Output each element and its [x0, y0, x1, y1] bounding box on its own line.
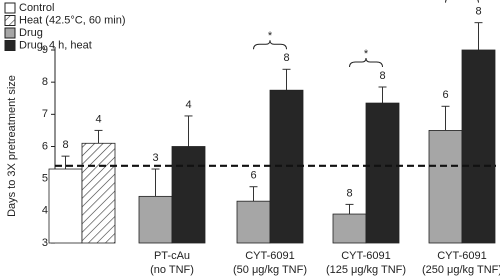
significance-brace — [253, 40, 287, 50]
n-label: 8 — [62, 139, 68, 151]
bar — [48, 168, 83, 244]
n-label: 8 — [379, 70, 385, 82]
bar — [171, 146, 206, 244]
y-tick-label: 6 — [42, 140, 48, 152]
bar — [138, 195, 173, 244]
significance-brace — [349, 57, 383, 68]
y-tick-label: 7 — [42, 108, 48, 120]
bar — [81, 142, 116, 244]
legend-swatch — [4, 2, 16, 14]
bar — [236, 200, 271, 244]
significance-label: * — [364, 48, 369, 60]
significance-brace — [445, 0, 479, 3]
x-tick-label: PT-cAu — [154, 250, 190, 262]
y-tick-label: 4 — [42, 205, 48, 217]
legend-swatch — [4, 27, 16, 39]
y-tick-label: 8 — [42, 76, 48, 88]
significance-label: * — [268, 30, 273, 42]
bar — [365, 102, 400, 244]
n-label: 4 — [95, 113, 101, 125]
bar — [332, 213, 367, 244]
x-tick-label: CYT-6091 — [437, 250, 487, 262]
legend-label: Drug, 4 h, heat — [19, 39, 92, 51]
legend-label: Heat (42.5°C, 60 min) — [19, 14, 126, 26]
x-tick-label: (50 μg/kg TNF) — [233, 264, 307, 276]
n-label: 8 — [283, 52, 289, 64]
n-label: 4 — [185, 99, 191, 111]
y-axis-label: Days to 3X pretreatment size — [6, 75, 18, 217]
x-tick-label: CYT-6091 — [245, 250, 295, 262]
x-tick-label: (250 μg/kg TNF) — [422, 264, 500, 276]
legend-label: Drug — [19, 27, 43, 39]
y-tick-label: 5 — [42, 173, 48, 185]
x-tick-label: CYT-6091 — [341, 250, 391, 262]
n-label: 6 — [442, 89, 448, 101]
x-tick-label: (125 μg/kg TNF) — [326, 264, 406, 276]
n-label: 8 — [475, 6, 481, 18]
y-tick-label: 9 — [42, 44, 48, 56]
n-label: 3 — [152, 152, 158, 164]
legend-swatch — [4, 15, 16, 26]
y-tick-label: 3 — [42, 237, 48, 249]
legend-swatch — [4, 40, 16, 51]
x-tick-label: (no TNF) — [150, 264, 194, 276]
bar — [428, 130, 463, 244]
n-label: 8 — [346, 187, 352, 199]
n-label: 6 — [250, 170, 256, 182]
legend-label: Control — [19, 2, 54, 14]
bar — [461, 49, 496, 244]
